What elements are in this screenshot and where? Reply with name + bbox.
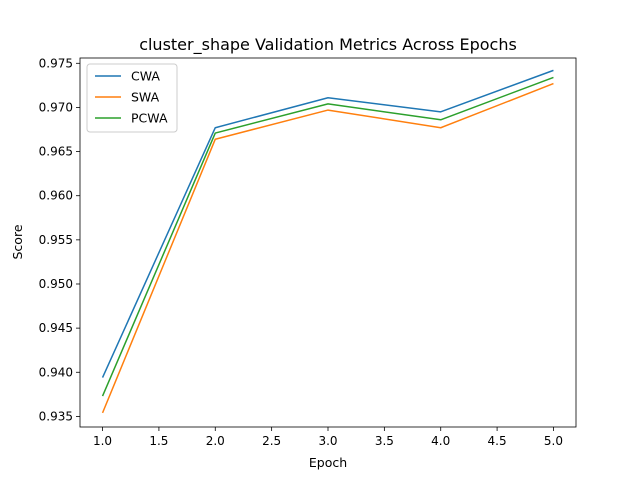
y-tick-label: 0.960 — [39, 189, 73, 203]
x-axis-label: Epoch — [309, 455, 347, 470]
x-tick-label: 1.5 — [149, 434, 168, 448]
x-tick-label: 2.5 — [262, 434, 281, 448]
legend-label: PCWA — [131, 111, 168, 126]
x-tick-label: 4.0 — [431, 434, 450, 448]
legend-label: SWA — [131, 90, 160, 105]
y-axis: 0.935 0.940 0.945 0.950 0.955 0.960 0.965 0.970… — [39, 56, 80, 423]
x-tick-label: 1.0 — [93, 434, 112, 448]
x-tick-label: 2.0 — [206, 434, 225, 448]
x-tick-label: 5.0 — [544, 434, 563, 448]
x-axis: 1.0 1.5 2.0 2.5 3.0 3.5 4.0 4.5 5.0 — [93, 427, 563, 448]
y-axis-label: Score — [10, 224, 25, 259]
series-line-swa — [101, 82, 554, 414]
series-lines — [101, 69, 554, 414]
y-tick-label: 0.955 — [39, 233, 73, 247]
y-tick-label: 0.945 — [39, 321, 73, 335]
legend: CWA SWA PCWA — [86, 63, 178, 133]
x-tick-label: 3.0 — [318, 434, 337, 448]
chart-title: cluster_shape Validation Metrics Across … — [139, 35, 517, 55]
legend-label: CWA — [131, 69, 160, 84]
y-tick-label: 0.965 — [39, 145, 73, 159]
series-line-pcwa — [101, 76, 554, 397]
legend-box — [86, 63, 178, 133]
x-tick-label: 3.5 — [375, 434, 394, 448]
y-tick-label: 0.935 — [39, 409, 73, 423]
x-tick-label: 4.5 — [488, 434, 507, 448]
y-tick-label: 0.950 — [39, 277, 73, 291]
y-tick-label: 0.970 — [39, 100, 73, 114]
y-tick-label: 0.975 — [39, 56, 73, 70]
series-line-cwa — [101, 69, 554, 378]
y-tick-label: 0.940 — [39, 365, 73, 379]
